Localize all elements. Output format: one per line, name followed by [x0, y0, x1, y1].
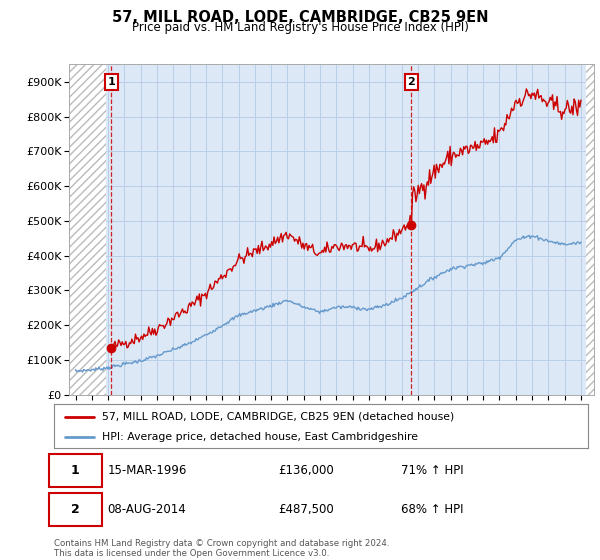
Bar: [69, 64, 106, 395]
Text: £487,500: £487,500: [278, 503, 334, 516]
Bar: [69, 64, 106, 395]
Text: HPI: Average price, detached house, East Cambridgeshire: HPI: Average price, detached house, East…: [102, 432, 418, 442]
Text: £136,000: £136,000: [278, 464, 334, 477]
Text: 1: 1: [107, 77, 115, 87]
Text: 1: 1: [71, 464, 80, 477]
Bar: [586, 64, 594, 395]
FancyBboxPatch shape: [49, 493, 102, 526]
Text: 71% ↑ HPI: 71% ↑ HPI: [401, 464, 464, 477]
Text: Contains HM Land Registry data © Crown copyright and database right 2024.
This d: Contains HM Land Registry data © Crown c…: [54, 539, 389, 558]
Text: 68% ↑ HPI: 68% ↑ HPI: [401, 503, 464, 516]
Text: 57, MILL ROAD, LODE, CAMBRIDGE, CB25 9EN (detached house): 57, MILL ROAD, LODE, CAMBRIDGE, CB25 9EN…: [102, 412, 454, 422]
Text: 57, MILL ROAD, LODE, CAMBRIDGE, CB25 9EN: 57, MILL ROAD, LODE, CAMBRIDGE, CB25 9EN: [112, 10, 488, 25]
Bar: [586, 64, 594, 395]
Text: 15-MAR-1996: 15-MAR-1996: [107, 464, 187, 477]
FancyBboxPatch shape: [49, 454, 102, 487]
Text: Price paid vs. HM Land Registry's House Price Index (HPI): Price paid vs. HM Land Registry's House …: [131, 21, 469, 34]
Text: 2: 2: [71, 503, 80, 516]
Text: 2: 2: [407, 77, 415, 87]
Text: 08-AUG-2014: 08-AUG-2014: [107, 503, 186, 516]
